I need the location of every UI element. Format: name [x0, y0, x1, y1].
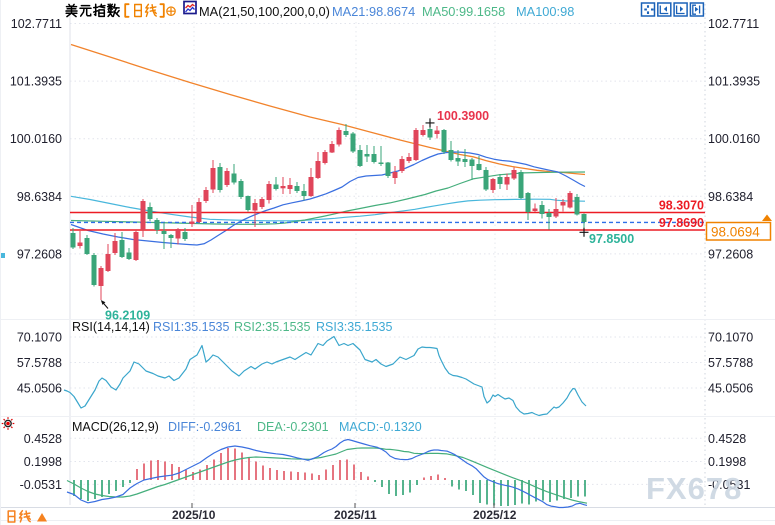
svg-text:57.5788: 57.5788 [708, 356, 753, 370]
svg-text:-0.0531: -0.0531 [20, 478, 62, 492]
svg-text:45.0506: 45.0506 [708, 382, 753, 396]
svg-text:DEA:-0.2301: DEA:-0.2301 [257, 420, 329, 434]
svg-text:57.5788: 57.5788 [17, 356, 62, 370]
svg-text:97.8690: 97.8690 [659, 216, 704, 230]
svg-text:98.3070: 98.3070 [659, 199, 704, 213]
svg-text:70.1070: 70.1070 [17, 331, 62, 345]
svg-text:0.4528: 0.4528 [24, 432, 62, 446]
svg-text:98.0694: 98.0694 [711, 225, 760, 240]
svg-text:0.1998: 0.1998 [24, 455, 62, 469]
svg-text:100.0160: 100.0160 [10, 132, 62, 146]
svg-text:101.3935: 101.3935 [10, 75, 62, 89]
svg-text:RSI2:35.1535: RSI2:35.1535 [234, 320, 310, 334]
svg-text:97.2608: 97.2608 [17, 247, 62, 261]
svg-text:97.2608: 97.2608 [708, 247, 753, 261]
svg-text:FX678: FX678 [646, 471, 742, 506]
svg-text:MA(21,50,100,200,0,0): MA(21,50,100,200,0,0) [199, 4, 330, 19]
svg-text:2025/12: 2025/12 [473, 508, 517, 522]
svg-text:101.3935: 101.3935 [708, 75, 760, 89]
svg-text:70.1070: 70.1070 [708, 331, 753, 345]
svg-text:RSI1:35.1535: RSI1:35.1535 [153, 320, 229, 334]
svg-text:2025/10: 2025/10 [172, 508, 216, 522]
svg-text:MA21:98.8674: MA21:98.8674 [332, 4, 415, 19]
svg-text:0.1998: 0.1998 [708, 455, 746, 469]
svg-text:100.3900: 100.3900 [437, 109, 489, 123]
svg-text:102.7711: 102.7711 [708, 17, 759, 31]
svg-text:MACD:-0.1320: MACD:-0.1320 [339, 420, 422, 434]
svg-text:2025/11: 2025/11 [334, 508, 377, 522]
svg-text:45.0506: 45.0506 [17, 382, 62, 396]
svg-text:MA50:99.1658: MA50:99.1658 [422, 4, 505, 19]
svg-text:96.2109: 96.2109 [105, 309, 150, 323]
svg-text:0.4528: 0.4528 [708, 432, 746, 446]
svg-text:MACD(26,12,9): MACD(26,12,9) [72, 420, 159, 434]
svg-text:RSI(14,14,14): RSI(14,14,14) [72, 320, 150, 334]
svg-text:RSI3:35.1535: RSI3:35.1535 [316, 320, 392, 334]
svg-text:98.6384: 98.6384 [708, 190, 753, 204]
svg-text:MA100:98: MA100:98 [516, 4, 574, 19]
svg-text:98.6384: 98.6384 [17, 190, 62, 204]
svg-text:102.7711: 102.7711 [11, 17, 62, 31]
svg-text:100.0160: 100.0160 [708, 132, 760, 146]
svg-text:DIFF:-0.2961: DIFF:-0.2961 [168, 420, 242, 434]
svg-text:97.8500: 97.8500 [589, 232, 634, 246]
svg-text:-0.0531: -0.0531 [708, 478, 750, 492]
